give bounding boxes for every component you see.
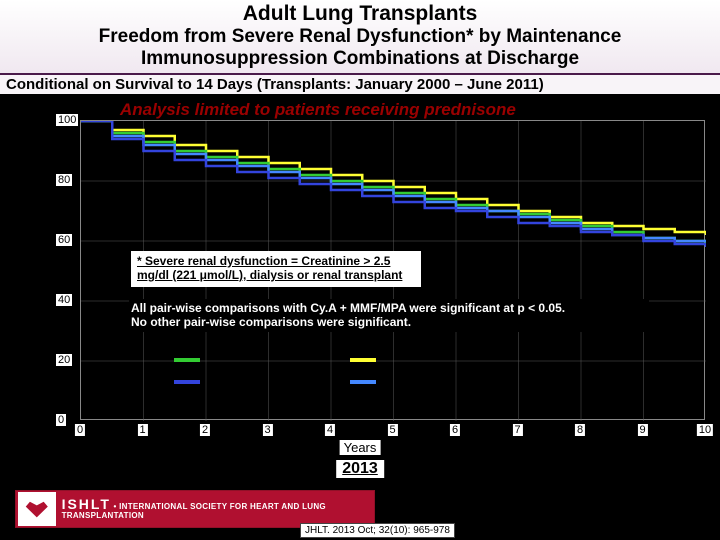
annotation-definition: * Severe renal dysfunction = Creatinine … bbox=[131, 251, 421, 287]
x-tick: 3 bbox=[262, 424, 272, 436]
y-tick: 20 bbox=[56, 354, 72, 366]
legend-swatch bbox=[174, 380, 200, 384]
x-tick: 6 bbox=[450, 424, 460, 436]
legend bbox=[164, 349, 484, 393]
legend-swatch bbox=[350, 380, 376, 384]
analysis-note: Analysis limited to patients receiving p… bbox=[120, 100, 516, 120]
x-tick: 4 bbox=[325, 424, 335, 436]
x-tick: 8 bbox=[575, 424, 585, 436]
y-tick: 100 bbox=[56, 114, 78, 126]
year: 2013 bbox=[336, 460, 384, 478]
x-tick: 7 bbox=[512, 424, 522, 436]
legend-row-1 bbox=[164, 349, 484, 371]
x-tick: 1 bbox=[137, 424, 147, 436]
x-tick: 10 bbox=[697, 424, 713, 436]
title-bar: Adult Lung Transplants Freedom from Seve… bbox=[0, 0, 720, 75]
conditional-text: Conditional on Survival to 14 Days (Tran… bbox=[0, 75, 720, 94]
legend-row-2 bbox=[164, 371, 484, 393]
x-tick: 2 bbox=[200, 424, 210, 436]
y-tick: 80 bbox=[56, 174, 72, 186]
x-tick: 9 bbox=[637, 424, 647, 436]
legend-swatch bbox=[350, 358, 376, 362]
citation: JHLT. 2013 Oct; 32(10): 965-978 bbox=[300, 523, 455, 538]
x-axis-label: Years bbox=[340, 440, 381, 455]
heart-icon bbox=[18, 492, 56, 526]
legend-swatch bbox=[174, 358, 200, 362]
y-tick: 60 bbox=[56, 234, 72, 246]
plot-area: * Severe renal dysfunction = Creatinine … bbox=[80, 120, 705, 420]
annotation-significance: All pair-wise comparisons with Cy.A + MM… bbox=[129, 299, 649, 332]
footer: 2013 ISHLT • INTERNATIONAL SOCIETY FOR H… bbox=[0, 478, 720, 540]
y-tick: 0 bbox=[56, 414, 66, 426]
subtitle: Freedom from Severe Renal Dysfunction* b… bbox=[0, 26, 720, 73]
slide: Adult Lung Transplants Freedom from Seve… bbox=[0, 0, 720, 540]
chart: % Free from Severe Renal Dysfunction * S… bbox=[10, 120, 710, 465]
x-tick: 0 bbox=[75, 424, 85, 436]
logo-text: ISHLT • INTERNATIONAL SOCIETY FOR HEART … bbox=[58, 497, 374, 520]
x-tick: 5 bbox=[387, 424, 397, 436]
main-title: Adult Lung Transplants bbox=[0, 2, 720, 26]
y-tick: 40 bbox=[56, 294, 72, 306]
